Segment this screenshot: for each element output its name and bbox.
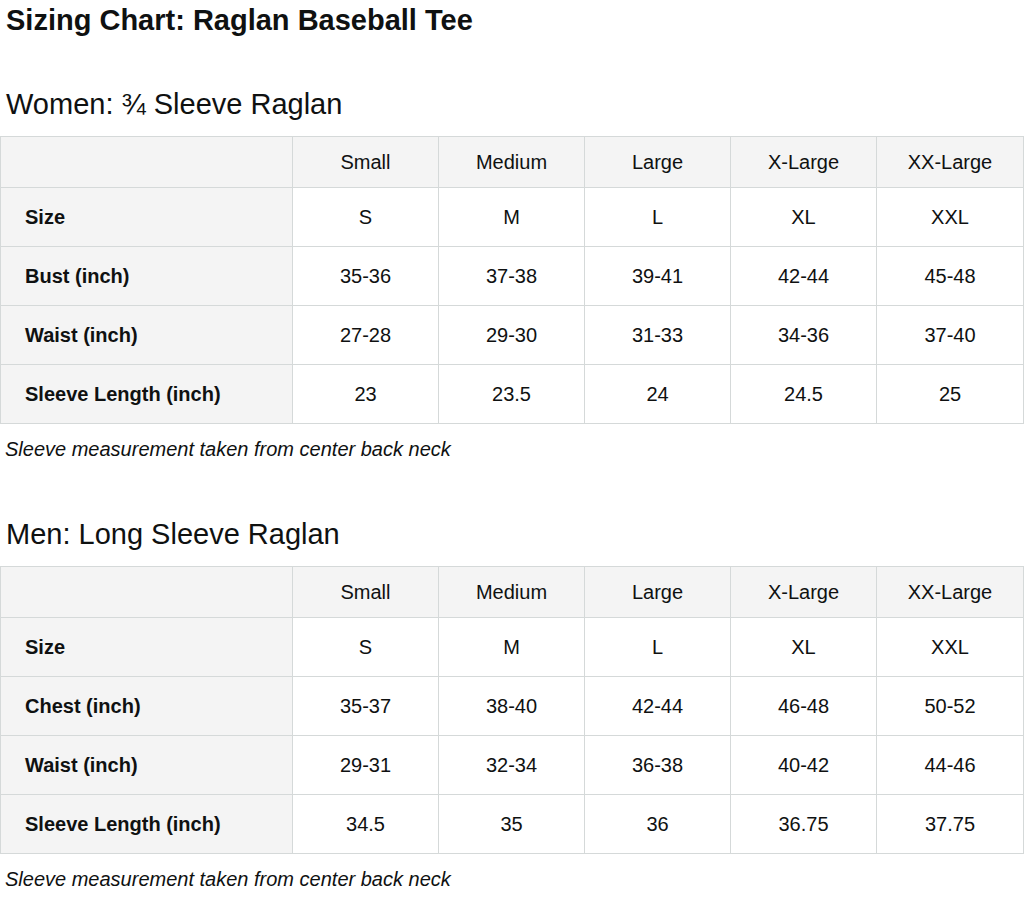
column-header-small: Small [293, 567, 439, 618]
value-cell: XXL [877, 618, 1024, 677]
table-row-bust: Bust (inch) 35-36 37-38 39-41 42-44 45-4… [1, 247, 1024, 306]
table-row-sleeve-length: Sleeve Length (inch) 23 23.5 24 24.5 25 [1, 365, 1024, 424]
row-label: Size [1, 618, 293, 677]
value-cell: L [585, 188, 731, 247]
column-header-large: Large [585, 137, 731, 188]
value-cell: 34.5 [293, 795, 439, 854]
table-row-waist: Waist (inch) 27-28 29-30 31-33 34-36 37-… [1, 306, 1024, 365]
value-cell: 24.5 [731, 365, 877, 424]
value-cell: 23 [293, 365, 439, 424]
row-label: Waist (inch) [1, 736, 293, 795]
value-cell: 29-30 [439, 306, 585, 365]
column-header-large: Large [585, 567, 731, 618]
value-cell: 35-37 [293, 677, 439, 736]
section-heading-women: Women: ¾ Sleeve Raglan [0, 37, 1024, 121]
column-header-medium: Medium [439, 567, 585, 618]
value-cell: 34-36 [731, 306, 877, 365]
table-header-row: Small Medium Large X-Large XX-Large [1, 137, 1024, 188]
table-row-size: Size S M L XL XXL [1, 188, 1024, 247]
value-cell: 50-52 [877, 677, 1024, 736]
value-cell: XL [731, 618, 877, 677]
value-cell: 24 [585, 365, 731, 424]
value-cell: 25 [877, 365, 1024, 424]
value-cell: XXL [877, 188, 1024, 247]
row-label: Sleeve Length (inch) [1, 365, 293, 424]
table-row-waist: Waist (inch) 29-31 32-34 36-38 40-42 44-… [1, 736, 1024, 795]
value-cell: 38-40 [439, 677, 585, 736]
value-cell: 37.75 [877, 795, 1024, 854]
value-cell: 35-36 [293, 247, 439, 306]
row-label: Waist (inch) [1, 306, 293, 365]
table-row-sleeve-length: Sleeve Length (inch) 34.5 35 36 36.75 37… [1, 795, 1024, 854]
row-label: Sleeve Length (inch) [1, 795, 293, 854]
value-cell: L [585, 618, 731, 677]
sleeve-measurement-note: Sleeve measurement taken from center bac… [5, 437, 1024, 461]
row-label: Bust (inch) [1, 247, 293, 306]
column-header-x-large: X-Large [731, 567, 877, 618]
row-label: Chest (inch) [1, 677, 293, 736]
value-cell: 44-46 [877, 736, 1024, 795]
value-cell: 42-44 [731, 247, 877, 306]
value-cell: 37-40 [877, 306, 1024, 365]
value-cell: S [293, 618, 439, 677]
column-header-blank [1, 137, 293, 188]
value-cell: 42-44 [585, 677, 731, 736]
column-header-xx-large: XX-Large [877, 137, 1024, 188]
value-cell: 36-38 [585, 736, 731, 795]
value-cell: 45-48 [877, 247, 1024, 306]
value-cell: 39-41 [585, 247, 731, 306]
value-cell: S [293, 188, 439, 247]
value-cell: 36.75 [731, 795, 877, 854]
value-cell: 29-31 [293, 736, 439, 795]
value-cell: 40-42 [731, 736, 877, 795]
column-header-x-large: X-Large [731, 137, 877, 188]
value-cell: 36 [585, 795, 731, 854]
table-row-size: Size S M L XL XXL [1, 618, 1024, 677]
value-cell: 37-38 [439, 247, 585, 306]
value-cell: XL [731, 188, 877, 247]
value-cell: M [439, 188, 585, 247]
sleeve-measurement-note: Sleeve measurement taken from center bac… [5, 867, 1024, 891]
table-row-chest: Chest (inch) 35-37 38-40 42-44 46-48 50-… [1, 677, 1024, 736]
women-sizing-table: Small Medium Large X-Large XX-Large Size… [0, 136, 1024, 424]
value-cell: M [439, 618, 585, 677]
value-cell: 32-34 [439, 736, 585, 795]
value-cell: 46-48 [731, 677, 877, 736]
column-header-small: Small [293, 137, 439, 188]
column-header-medium: Medium [439, 137, 585, 188]
column-header-xx-large: XX-Large [877, 567, 1024, 618]
value-cell: 35 [439, 795, 585, 854]
men-sizing-table: Small Medium Large X-Large XX-Large Size… [0, 566, 1024, 854]
value-cell: 31-33 [585, 306, 731, 365]
value-cell: 23.5 [439, 365, 585, 424]
section-heading-men: Men: Long Sleeve Raglan [0, 461, 1024, 551]
row-label: Size [1, 188, 293, 247]
table-header-row: Small Medium Large X-Large XX-Large [1, 567, 1024, 618]
page-title: Sizing Chart: Raglan Baseball Tee [0, 0, 1024, 37]
value-cell: 27-28 [293, 306, 439, 365]
column-header-blank [1, 567, 293, 618]
